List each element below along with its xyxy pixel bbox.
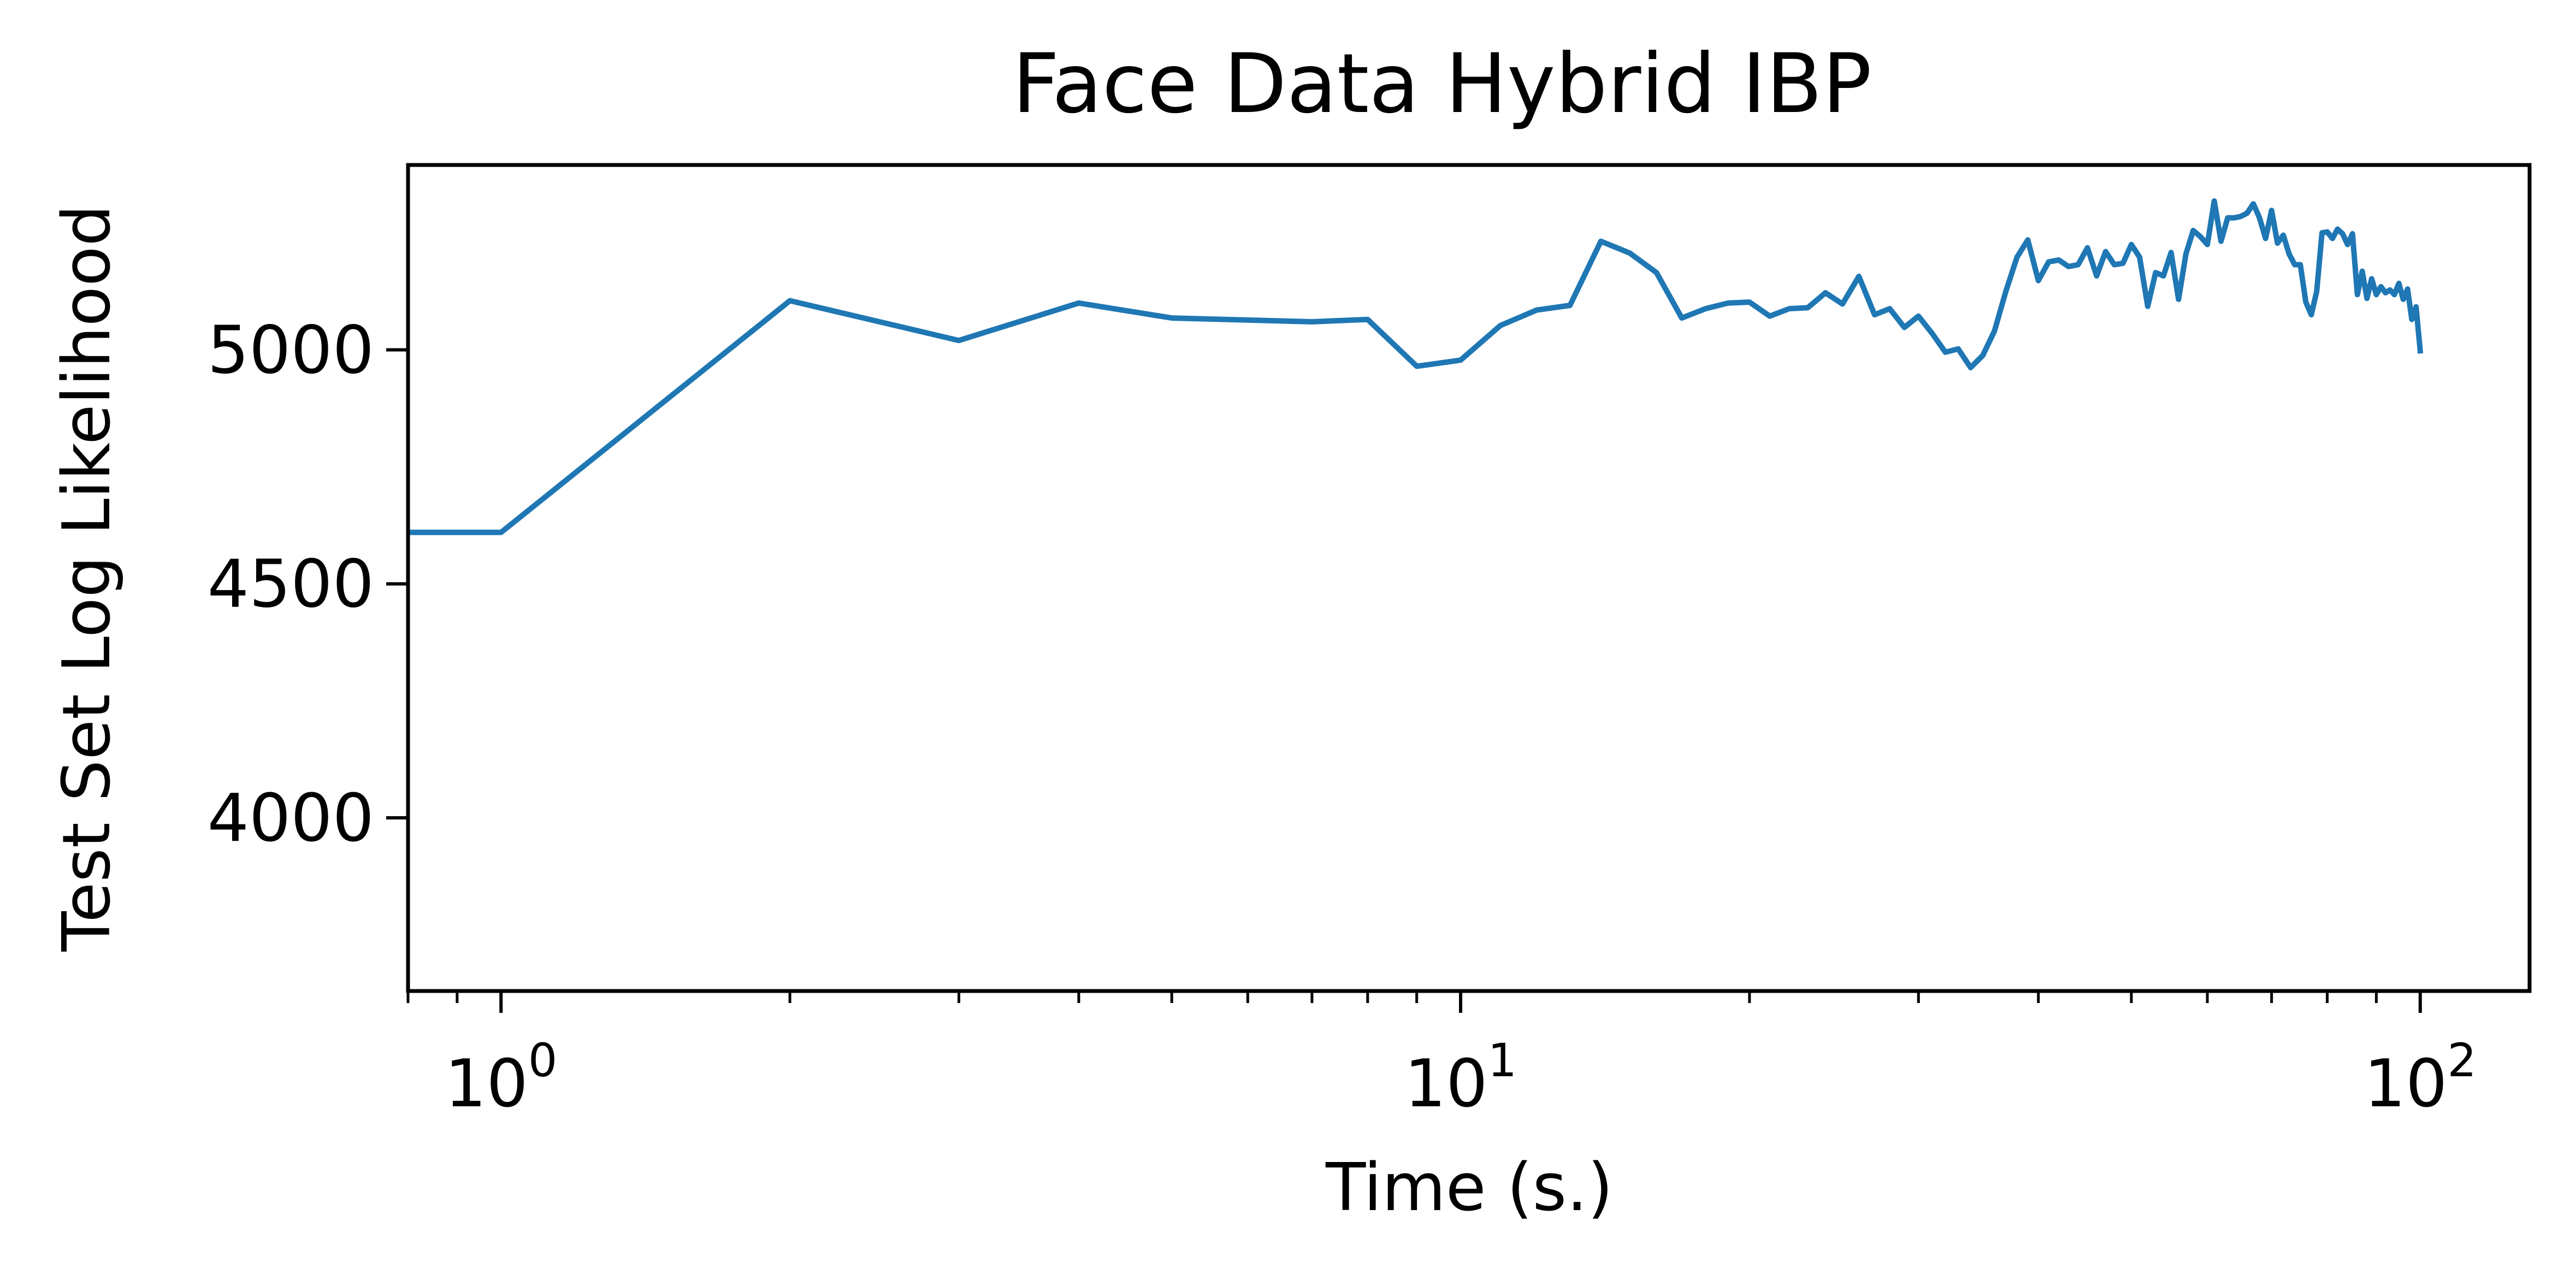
y-tick-label: 4500 — [208, 547, 374, 623]
y-axis-label: Test Set Log Likelihood — [49, 204, 125, 952]
y-tick-label: 5000 — [208, 312, 374, 388]
chart-title: Face Data Hybrid IBP — [1012, 37, 1871, 132]
series-line — [408, 198, 2424, 535]
x-axis-label: Time (s.) — [1325, 1150, 1613, 1226]
plot-area — [406, 163, 2532, 993]
y-tick-label: 4000 — [208, 781, 374, 857]
y-ticks: 4000 4500 5000 — [208, 312, 408, 857]
axes-frame — [406, 163, 2532, 993]
x-minor-ticks — [406, 991, 2378, 1003]
